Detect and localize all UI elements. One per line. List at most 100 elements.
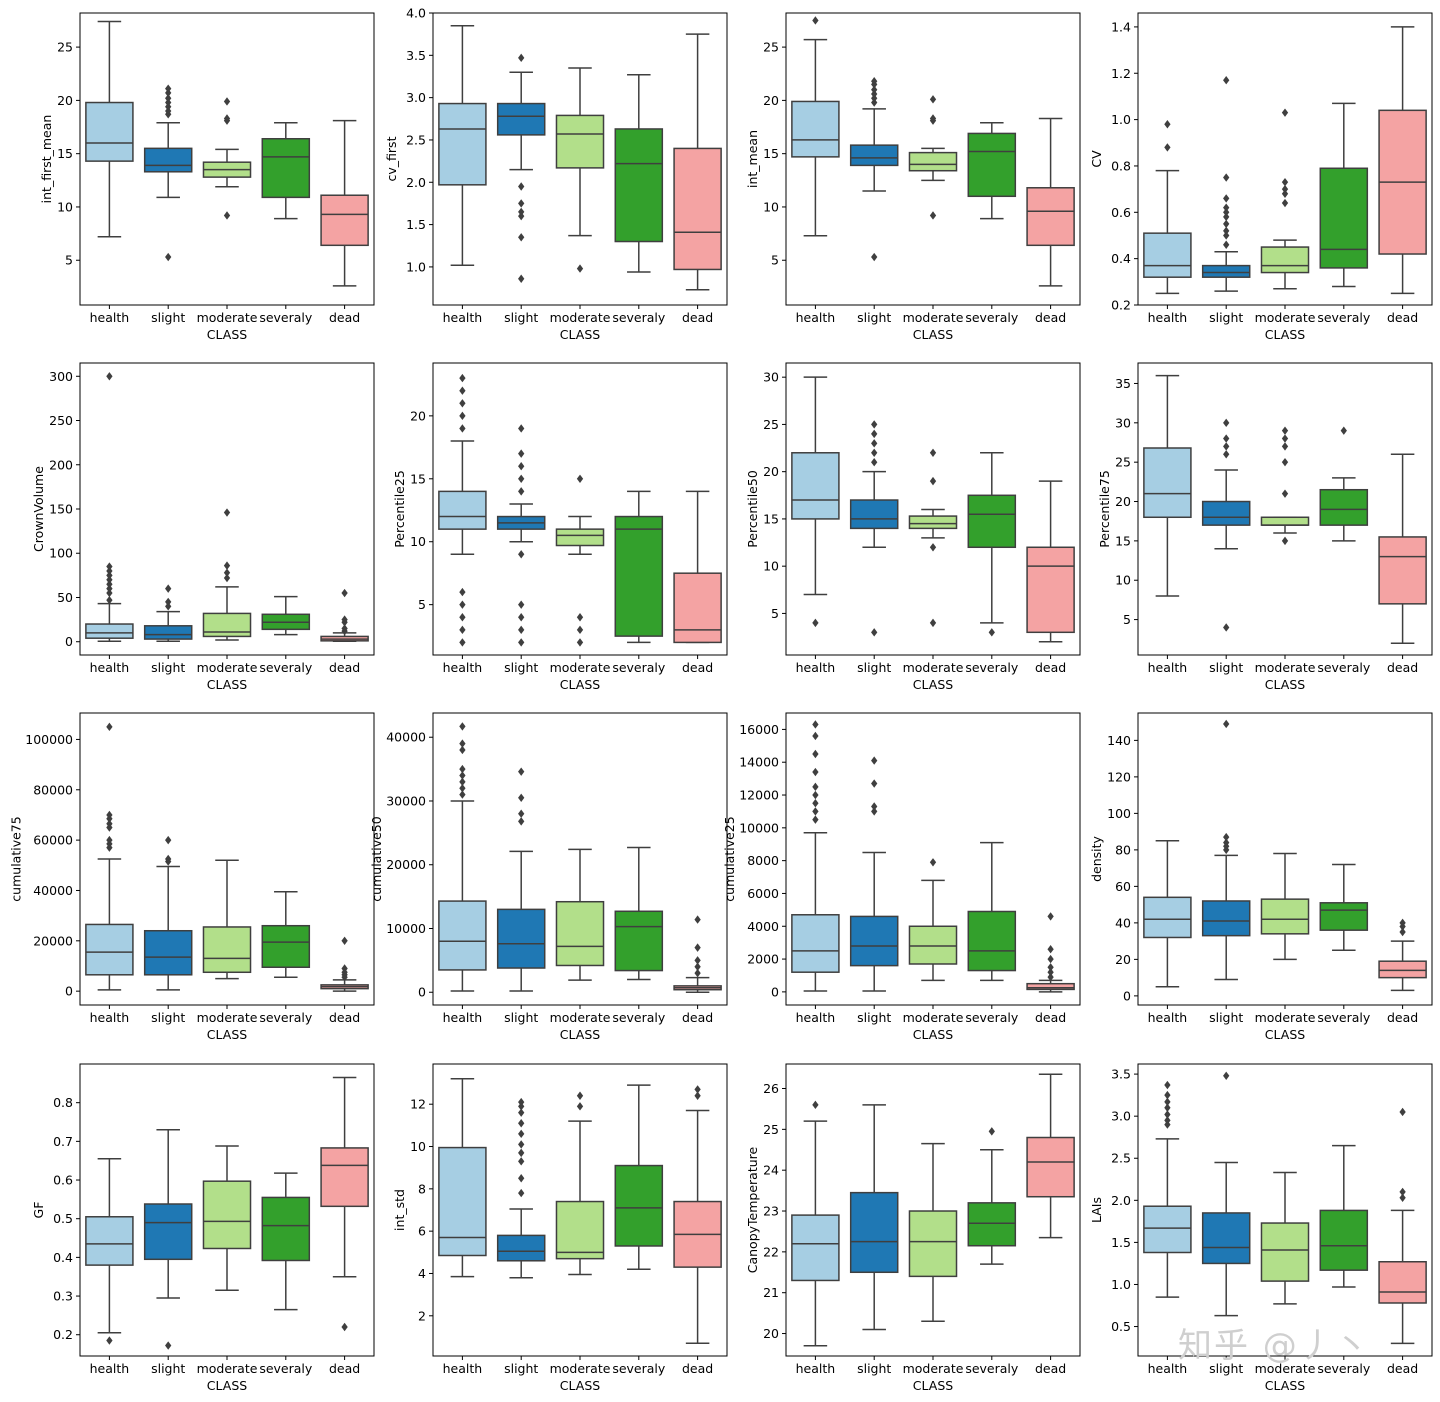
outlier-health (106, 595, 113, 605)
box-health (85, 623, 134, 639)
outlier-dead (341, 1322, 348, 1332)
y-tick-label: 0.8 (1111, 158, 1131, 173)
y-tick-label: 4000 (747, 919, 779, 934)
y-tick-label: 10 (1115, 573, 1131, 588)
y-tick-label: 20 (1115, 494, 1131, 509)
outlier-slight (165, 835, 172, 845)
x-tick-label-severaly: severaly (965, 660, 1019, 675)
outlier-moderate (929, 211, 937, 220)
x-tick-label-moderate: moderate (903, 1010, 964, 1025)
outlier-slight (871, 807, 878, 816)
x-axis-label: CLASS (913, 1027, 953, 1042)
x-tick-label-slight: slight (857, 660, 891, 675)
y-tick-label: 150 (49, 502, 73, 517)
outlier-moderate (1281, 457, 1289, 467)
x-tick-label-dead: dead (1387, 1361, 1418, 1376)
outlier-slight (518, 625, 525, 635)
outlier-moderate (1281, 177, 1289, 187)
box-slight (143, 929, 193, 976)
box-slight (496, 102, 546, 136)
y-tick-label: 0.4 (53, 1250, 73, 1265)
y-tick-label: 20 (1115, 952, 1131, 967)
outlier-moderate (1281, 426, 1289, 435)
outlier-slight (518, 1157, 525, 1166)
box-severaly (1319, 167, 1369, 269)
y-tick-label: 80 (1115, 842, 1131, 857)
outlier-moderate (223, 573, 231, 583)
outlier-slight (1223, 226, 1230, 236)
y-axis-label: Percentile75 (1097, 470, 1112, 548)
box-severaly (967, 910, 1017, 972)
subplot-Percentile50: 5 10 15 20 25 30 health slight moderate severaly d… (745, 362, 1081, 692)
y-tick-label: 20 (57, 93, 73, 108)
x-tick-label-dead: dead (682, 310, 713, 325)
x-tick-label-dead: dead (1035, 1361, 1066, 1376)
x-tick-label-slight: slight (504, 1010, 538, 1025)
subplot-density: 0 20 40 60 80 100 120 140 health slight moderate se… (1089, 712, 1433, 1042)
outlier-slight (518, 1174, 525, 1183)
outlier-moderate (1281, 434, 1289, 443)
y-tick-label: 2.5 (406, 132, 426, 147)
y-tick-label: 25 (763, 40, 779, 55)
outlier-dead (1399, 1193, 1406, 1202)
outlier-slight (1223, 1071, 1230, 1080)
outlier-severaly (988, 1127, 995, 1136)
y-tick-label: 3.0 (1111, 1109, 1131, 1124)
x-tick-label-slight: slight (857, 310, 891, 325)
x-tick-label-health: health (90, 1010, 130, 1025)
box-health (438, 102, 487, 186)
y-tick-label: 20 (763, 93, 779, 108)
outlier-slight (871, 98, 878, 107)
outlier-slight (871, 439, 878, 448)
box-slight (143, 625, 193, 640)
box-health (1143, 896, 1192, 939)
y-tick-label: 0.5 (53, 1211, 73, 1226)
outlier-slight (165, 1341, 172, 1350)
outlier-health (812, 799, 819, 808)
outlier-slight (518, 1140, 525, 1149)
box-severaly (614, 1164, 664, 1247)
x-tick-label-slight: slight (504, 660, 538, 675)
outlier-health (812, 749, 819, 759)
outlier-health (459, 745, 466, 755)
y-tick-label: 30 (763, 370, 779, 385)
outlier-slight (518, 1097, 525, 1107)
y-tick-label: 2.5 (1111, 1151, 1131, 1166)
x-tick-label-dead: dead (329, 660, 360, 675)
outlier-slight (518, 767, 525, 776)
outlier-health (459, 771, 466, 780)
x-tick-label-severaly: severaly (1317, 660, 1371, 675)
y-tick-label: 20 (763, 1326, 779, 1341)
x-tick-label-health: health (443, 660, 483, 675)
x-tick-label-severaly: severaly (1317, 1010, 1371, 1025)
outlier-dead (1047, 967, 1054, 977)
outlier-health (812, 815, 819, 824)
x-tick-label-moderate: moderate (1255, 310, 1316, 325)
y-axis-label: density (1089, 835, 1104, 881)
x-tick-label-health: health (90, 660, 130, 675)
box-health (85, 101, 134, 162)
x-tick-label-health: health (796, 660, 836, 675)
outlier-health (1164, 1110, 1171, 1119)
outlier-moderate (929, 618, 937, 628)
outlier-moderate (576, 474, 584, 483)
y-tick-label: 0.6 (1111, 205, 1131, 220)
x-tick-label-slight: slight (1209, 1010, 1243, 1025)
x-tick-label-severaly: severaly (1317, 1361, 1371, 1376)
outlier-slight (871, 89, 878, 99)
x-axis-label: CLASS (207, 677, 247, 692)
outlier-health (106, 835, 113, 845)
box-moderate (1260, 246, 1310, 274)
plot-frame (785, 712, 1081, 1006)
y-tick-label: 0.7 (53, 1134, 73, 1149)
x-axis-label: CLASS (207, 327, 247, 342)
outlier-slight (165, 98, 172, 107)
outlier-moderate (929, 448, 937, 457)
y-tick-label: 25 (763, 1122, 779, 1137)
x-tick-label-moderate: moderate (550, 310, 611, 325)
y-tick-label: 8000 (747, 853, 779, 868)
x-tick-label-moderate: moderate (903, 1361, 964, 1376)
plot-frame (785, 12, 1081, 306)
box-severaly (614, 515, 664, 637)
x-tick-label-slight: slight (151, 660, 185, 675)
